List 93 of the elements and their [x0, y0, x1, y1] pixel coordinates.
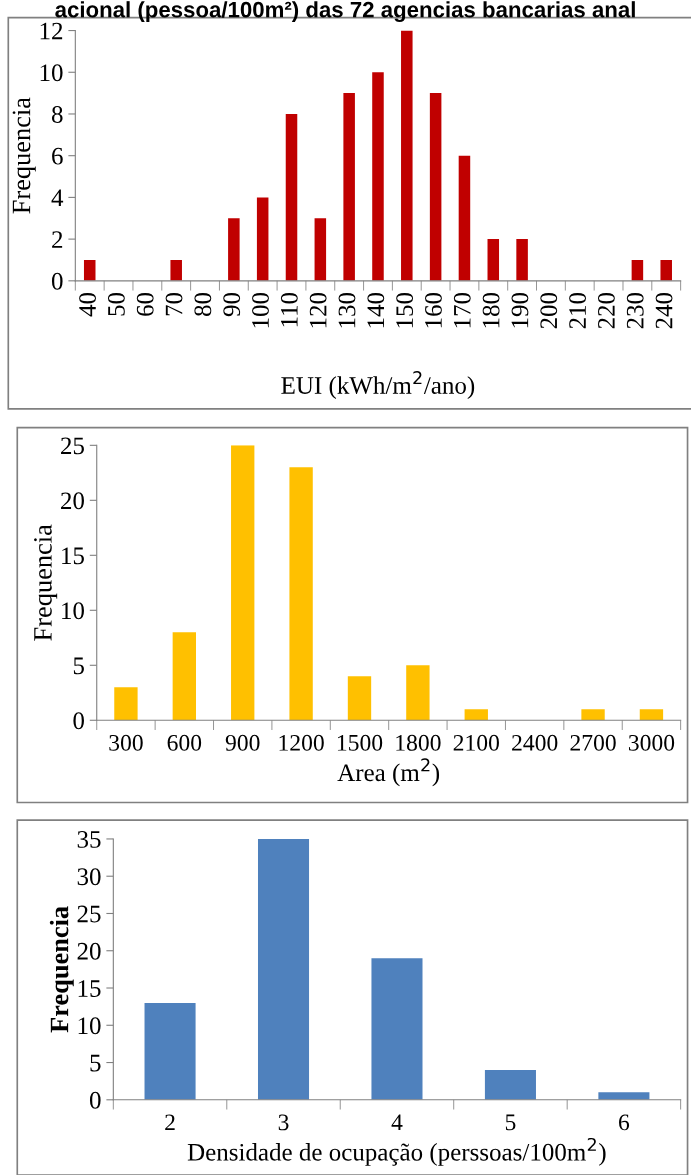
x-tick-label: 5: [505, 1114, 516, 1131]
x-tick-label: 100: [252, 292, 269, 328]
x-tick-label: 70: [165, 292, 183, 316]
x-tick-label: 150: [396, 292, 414, 328]
x-tick-label: 2: [165, 1114, 175, 1131]
bar: [314, 218, 327, 281]
x-tick-label: 120: [309, 292, 327, 328]
y-tick-label: 5: [73, 657, 84, 675]
y-tick-label: 20: [61, 492, 84, 510]
bar: [83, 259, 96, 281]
y-tick-label: 30: [77, 868, 101, 886]
bar: [639, 709, 664, 721]
chart-title: acional (pessoa/100m²) das 72 agencias bancarias anal: [55, 1, 635, 22]
bar: [458, 155, 471, 281]
bar: [371, 958, 423, 1100]
y-tick-label: 10: [62, 602, 84, 620]
bar: [372, 72, 384, 281]
x-tick-label: 2400: [512, 734, 558, 751]
x-tick-label: 140: [367, 292, 385, 328]
x-tick-label: 2700: [570, 734, 616, 751]
bar: [581, 709, 605, 721]
bar: [631, 259, 644, 281]
bar: [598, 1092, 650, 1100]
x-tick-label: 130: [338, 292, 356, 328]
y-axis-title: Frequencia: [34, 524, 58, 641]
y-axis-title: Frequencia: [49, 906, 74, 1033]
bar: [257, 838, 310, 1100]
y-tick-label: 15: [78, 980, 101, 997]
x-tick-label: 900: [225, 734, 260, 751]
y-tick-label: 5: [90, 1054, 101, 1072]
y-tick-label: 10: [78, 1017, 101, 1035]
x-tick-label: 1200: [279, 734, 324, 751]
x-tick-label: 50: [107, 292, 125, 316]
y-tick-label: 25: [77, 905, 101, 923]
x-tick-label: 60: [136, 292, 154, 316]
x-tick-label: 80: [194, 292, 212, 316]
bar: [285, 113, 298, 281]
bar: [170, 259, 182, 281]
bar: [516, 239, 528, 281]
bar: [256, 197, 269, 281]
bar: [401, 30, 413, 281]
x-tick-label: 230: [626, 292, 644, 329]
x-tick-label: 300: [109, 734, 143, 751]
x-tick-label: 180: [482, 292, 500, 328]
y-tick-label: 0: [73, 712, 84, 730]
bar: [289, 467, 313, 721]
x-tick-label: 4: [391, 1114, 403, 1131]
bar: [228, 218, 240, 281]
bar: [429, 93, 442, 281]
y-tick-label: 0: [51, 272, 63, 290]
x-tick-label: 200: [540, 292, 558, 329]
x-axis-title: Densidade de ocupação (perssoas/100m$^{2}$): [187, 1137, 606, 1166]
x-tick-label: 240: [655, 292, 673, 329]
bar: [231, 445, 255, 721]
y-tick-label: 15: [62, 547, 84, 565]
y-tick-label: 10: [40, 64, 63, 82]
x-tick-label: 3000: [628, 734, 675, 751]
bar: [484, 1069, 536, 1100]
x-tick-label: 90: [223, 292, 241, 317]
bar: [343, 93, 355, 281]
x-tick-label: 1800: [396, 734, 441, 751]
bar: [347, 676, 372, 721]
x-tick-label: 170: [453, 292, 471, 328]
x-tick-label: 190: [511, 292, 529, 328]
x-tick-label: 110: [280, 292, 298, 327]
y-tick-label: 4: [51, 189, 64, 207]
x-tick-label: 210: [569, 292, 587, 329]
bar: [172, 632, 196, 721]
y-tick-label: 12: [40, 22, 63, 40]
bar: [144, 1002, 196, 1100]
y-tick-label: 6: [52, 147, 63, 165]
x-axis-title: EUI (kWh/m$^{2}$/ano): [281, 371, 475, 399]
x-axis-title: Area (m$^{2}$): [337, 758, 440, 787]
x-tick-label: 6: [619, 1114, 630, 1131]
x-tick-label: 3: [278, 1114, 289, 1131]
x-tick-label: 40: [79, 292, 96, 317]
y-tick-label: 25: [61, 437, 84, 455]
y-tick-label: 0: [89, 1091, 101, 1109]
bar: [464, 709, 488, 721]
y-tick-label: 20: [77, 942, 101, 960]
y-tick-label: 8: [51, 106, 63, 123]
y-tick-label: 35: [77, 831, 101, 848]
y-tick-label: 2: [52, 231, 63, 248]
bar: [487, 239, 500, 281]
x-tick-label: 2100: [453, 734, 499, 751]
x-tick-label: 1500: [337, 734, 383, 751]
bar: [406, 665, 430, 721]
bar: [660, 259, 672, 281]
bar: [114, 687, 138, 721]
x-tick-label: 220: [597, 292, 615, 329]
x-tick-label: 600: [167, 734, 202, 751]
y-axis-title: Frequencia: [12, 97, 36, 214]
x-tick-label: 160: [425, 292, 442, 328]
